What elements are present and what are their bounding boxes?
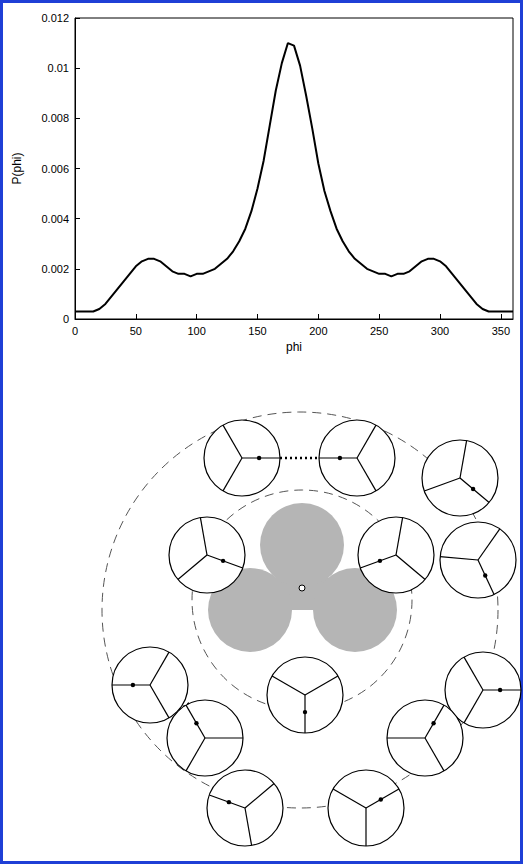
svg-text:300: 300 bbox=[431, 325, 449, 337]
svg-text:P(phi): P(phi) bbox=[10, 152, 24, 184]
svg-text:250: 250 bbox=[370, 325, 388, 337]
svg-text:0: 0 bbox=[72, 325, 78, 337]
svg-text:0.01: 0.01 bbox=[48, 62, 69, 74]
svg-text:100: 100 bbox=[187, 325, 205, 337]
svg-text:0.006: 0.006 bbox=[41, 163, 69, 175]
svg-text:50: 50 bbox=[130, 325, 142, 337]
svg-text:0.004: 0.004 bbox=[41, 213, 69, 225]
svg-text:350: 350 bbox=[492, 325, 510, 337]
svg-text:phi: phi bbox=[286, 340, 302, 354]
svg-text:0: 0 bbox=[63, 313, 69, 325]
svg-text:150: 150 bbox=[248, 325, 266, 337]
svg-text:0.012: 0.012 bbox=[41, 12, 69, 24]
svg-text:0.008: 0.008 bbox=[41, 112, 69, 124]
svg-text:200: 200 bbox=[309, 325, 327, 337]
svg-text:0.002: 0.002 bbox=[41, 263, 69, 275]
